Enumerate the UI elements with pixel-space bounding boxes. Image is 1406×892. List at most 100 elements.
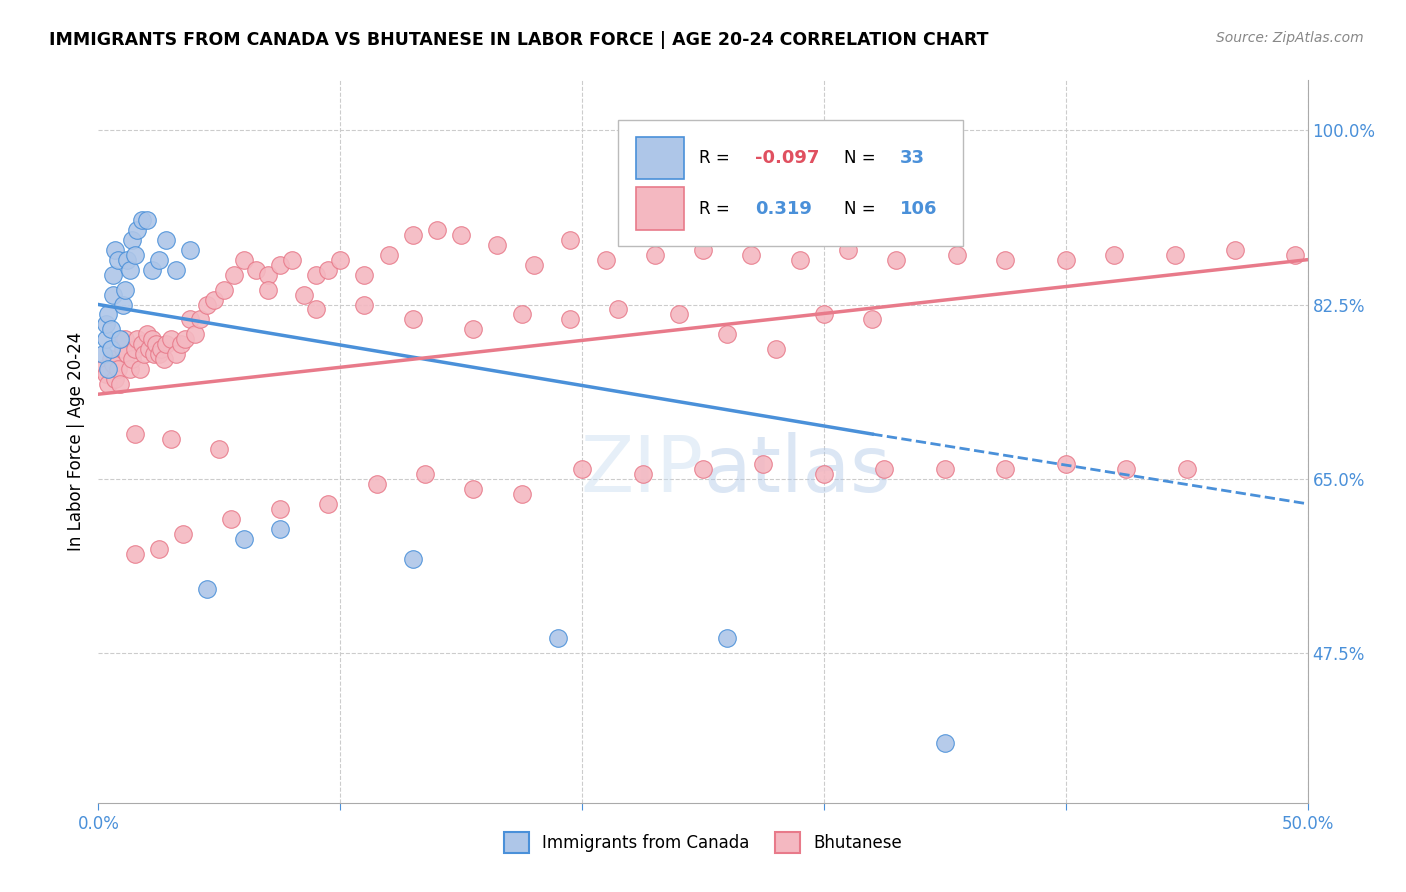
Point	[121, 233, 143, 247]
Point	[631, 467, 654, 481]
Point	[150, 343, 173, 357]
Point	[1163, 248, 1185, 262]
Point	[353, 268, 375, 282]
Point	[91, 347, 114, 361]
Point	[204, 293, 226, 307]
Text: atlas: atlas	[703, 433, 890, 508]
Point	[523, 258, 546, 272]
Point	[860, 312, 883, 326]
Point	[789, 252, 811, 267]
Point	[269, 258, 291, 272]
Y-axis label: In Labor Force | Age 20-24: In Labor Force | Age 20-24	[66, 332, 84, 551]
Point	[813, 467, 835, 481]
Point	[179, 243, 201, 257]
Point	[402, 312, 425, 326]
Text: -0.097: -0.097	[755, 149, 820, 168]
Point	[208, 442, 231, 456]
Point	[402, 227, 425, 242]
Point	[100, 322, 122, 336]
Point	[837, 243, 859, 257]
Point	[107, 252, 129, 267]
Point	[128, 362, 150, 376]
Point	[184, 327, 207, 342]
Point	[269, 522, 291, 536]
Point	[141, 262, 163, 277]
Point	[402, 551, 425, 566]
Point	[510, 487, 533, 501]
Point	[188, 312, 211, 326]
Text: N =: N =	[845, 200, 882, 218]
Point	[114, 283, 136, 297]
Point	[256, 268, 278, 282]
Point	[148, 347, 170, 361]
Point	[124, 427, 146, 442]
Point	[329, 252, 352, 267]
FancyBboxPatch shape	[619, 120, 963, 246]
Point	[155, 233, 177, 247]
Text: Source: ZipAtlas.com: Source: ZipAtlas.com	[1216, 31, 1364, 45]
Point	[644, 248, 666, 262]
Point	[1054, 252, 1077, 267]
Point	[148, 252, 170, 267]
Point	[886, 252, 908, 267]
Point	[124, 547, 146, 561]
Point	[752, 457, 775, 471]
Point	[195, 297, 218, 311]
Point	[1115, 462, 1137, 476]
Point	[111, 343, 134, 357]
Point	[134, 347, 156, 361]
Point	[131, 212, 153, 227]
Point	[118, 362, 141, 376]
Point	[101, 268, 124, 282]
FancyBboxPatch shape	[637, 136, 683, 179]
Legend: Immigrants from Canada, Bhutanese: Immigrants from Canada, Bhutanese	[498, 826, 908, 860]
Point	[104, 243, 127, 257]
Point	[97, 362, 120, 376]
Point	[558, 233, 581, 247]
Point	[269, 501, 291, 516]
Point	[143, 347, 166, 361]
Point	[994, 252, 1017, 267]
Point	[426, 223, 449, 237]
Point	[148, 541, 170, 556]
Text: ZIP: ZIP	[581, 433, 703, 508]
Point	[765, 343, 787, 357]
Point	[107, 362, 129, 376]
Point	[97, 308, 120, 322]
Point	[934, 736, 956, 750]
Point	[1054, 457, 1077, 471]
Point	[547, 632, 569, 646]
Point	[152, 352, 174, 367]
Point	[305, 268, 328, 282]
Point	[101, 287, 124, 301]
Point	[281, 252, 304, 267]
Point	[141, 332, 163, 346]
Point	[873, 462, 896, 476]
Text: N =: N =	[845, 149, 882, 168]
Point	[100, 343, 122, 357]
Point	[377, 248, 399, 262]
Point	[117, 347, 139, 361]
Point	[94, 368, 117, 382]
Text: 33: 33	[900, 149, 925, 168]
Text: R =: R =	[699, 200, 735, 218]
Point	[222, 268, 245, 282]
Point	[124, 343, 146, 357]
Point	[155, 337, 177, 351]
Point	[413, 467, 436, 481]
Point	[595, 252, 617, 267]
Point	[692, 243, 714, 257]
Point	[316, 262, 339, 277]
Text: 0.319: 0.319	[755, 200, 811, 218]
Point	[108, 377, 131, 392]
Point	[305, 302, 328, 317]
Point	[510, 308, 533, 322]
Point	[463, 482, 485, 496]
Point	[353, 297, 375, 311]
Point	[138, 343, 160, 357]
Point	[232, 532, 254, 546]
Point	[486, 237, 509, 252]
Point	[1223, 243, 1246, 257]
Point	[607, 302, 630, 317]
Point	[245, 262, 267, 277]
